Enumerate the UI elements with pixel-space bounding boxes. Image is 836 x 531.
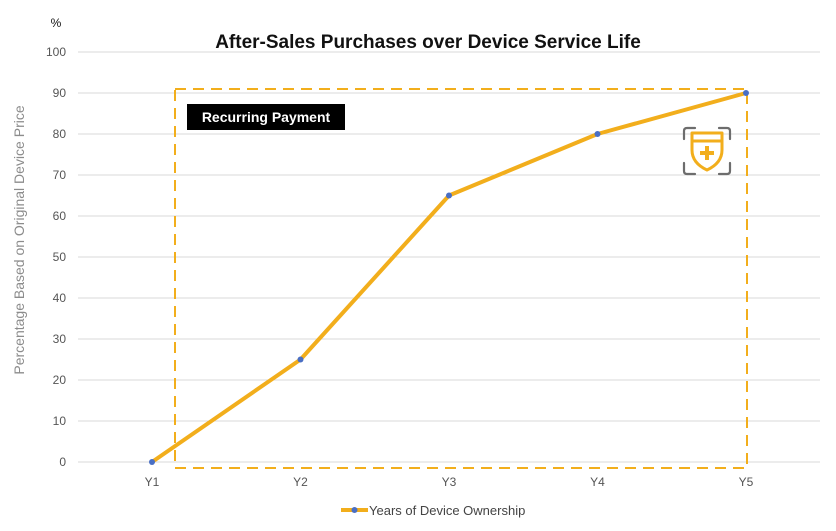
recurring-payment-badge: Recurring Payment	[187, 104, 345, 130]
y-axis-unit: %	[51, 16, 62, 30]
scan-frame	[682, 126, 732, 176]
grid-lines	[78, 51, 820, 463]
y-tick-label: 90	[53, 86, 67, 100]
y-axis-ticks: 0 10 20 30 40 50 60 70 80 90 100	[46, 45, 66, 469]
data-point-y1	[149, 459, 155, 465]
chart-title: After-Sales Purchases over Device Servic…	[215, 32, 641, 53]
y-tick-label: 70	[53, 168, 67, 182]
y-tick-label: 60	[53, 209, 67, 223]
x-tick-label: Y2	[293, 475, 308, 489]
badge-background	[187, 104, 345, 130]
recurring-payment-region	[174, 88, 748, 469]
legend-label: Years of Device Ownership	[369, 503, 525, 518]
y-axis-label: Percentage Based on Original Device Pric…	[11, 105, 27, 374]
x-axis-ticks: Y1 Y2 Y3 Y4 Y5	[145, 475, 754, 489]
x-tick-label: Y5	[739, 475, 754, 489]
data-point-y4	[594, 131, 601, 137]
badge-label: Recurring Payment	[202, 109, 331, 125]
y-tick-label: 50	[53, 250, 67, 264]
shield-plus-icon	[682, 126, 732, 176]
y-tick-label: 20	[53, 373, 67, 387]
y-tick-label: 80	[53, 127, 67, 141]
x-tick-label: Y3	[442, 475, 457, 489]
data-markers	[149, 90, 749, 465]
series-line	[150, 91, 748, 464]
data-point-y2	[297, 356, 304, 363]
y-tick-label: 30	[53, 332, 67, 346]
plus-horizontal	[700, 151, 714, 155]
y-tick-label: 10	[53, 414, 67, 428]
data-point-y5	[743, 90, 749, 96]
y-tick-label: 100	[46, 45, 66, 59]
x-tick-label: Y4	[590, 475, 605, 489]
legend: Years of Device Ownership	[341, 503, 525, 518]
x-tick-label: Y1	[145, 475, 160, 489]
shield-outline	[690, 131, 724, 172]
data-point-y3	[446, 192, 452, 199]
legend-swatch-marker	[351, 507, 358, 513]
y-tick-label: 40	[53, 291, 67, 305]
y-tick-label: 0	[59, 455, 66, 469]
